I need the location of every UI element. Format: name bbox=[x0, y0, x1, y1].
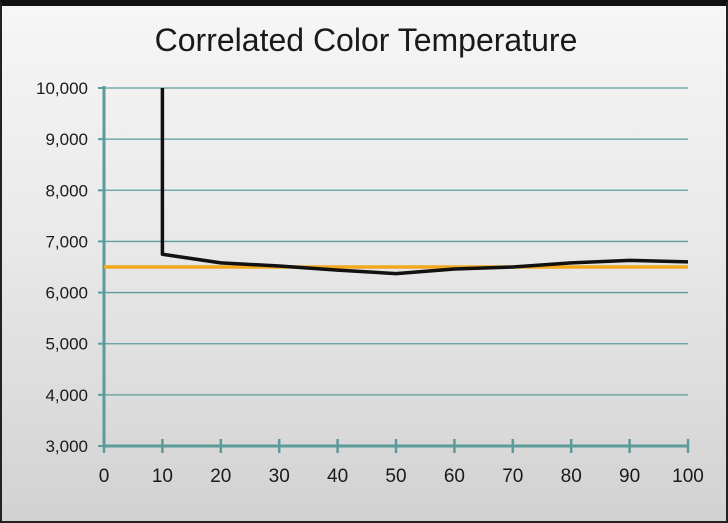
y-tick-label: 3,000 bbox=[45, 437, 88, 456]
x-tick-label: 70 bbox=[502, 466, 523, 487]
chart-plot-area: 3,000 4,000 5,000 6,000 7,000 8,000 9,000 10,00… bbox=[36, 79, 704, 487]
x-tick-label: 100 bbox=[672, 466, 704, 487]
x-tick-label: 10 bbox=[152, 466, 173, 487]
y-tick-label: 6,000 bbox=[45, 284, 88, 303]
x-tick-label: 30 bbox=[269, 466, 290, 487]
y-tick-label: 4,000 bbox=[45, 386, 88, 405]
x-tick-label: 80 bbox=[561, 466, 582, 487]
y-tick-label: 10,000 bbox=[36, 79, 88, 98]
y-tick-label: 8,000 bbox=[45, 181, 88, 200]
x-tick-label: 60 bbox=[444, 466, 465, 487]
y-tick-label: 5,000 bbox=[45, 335, 88, 354]
x-tick-label: 0 bbox=[99, 466, 110, 487]
x-tick-label: 90 bbox=[619, 466, 640, 487]
x-tick-label: 20 bbox=[210, 466, 231, 487]
x-tick-label: 40 bbox=[327, 466, 348, 487]
chart-title: Correlated Color Temperature bbox=[154, 22, 578, 58]
y-tick-label: 7,000 bbox=[45, 232, 88, 251]
y-tick-label: 9,000 bbox=[45, 130, 88, 149]
x-tick-label: 50 bbox=[385, 466, 406, 487]
series-line-measured bbox=[160, 88, 689, 276]
